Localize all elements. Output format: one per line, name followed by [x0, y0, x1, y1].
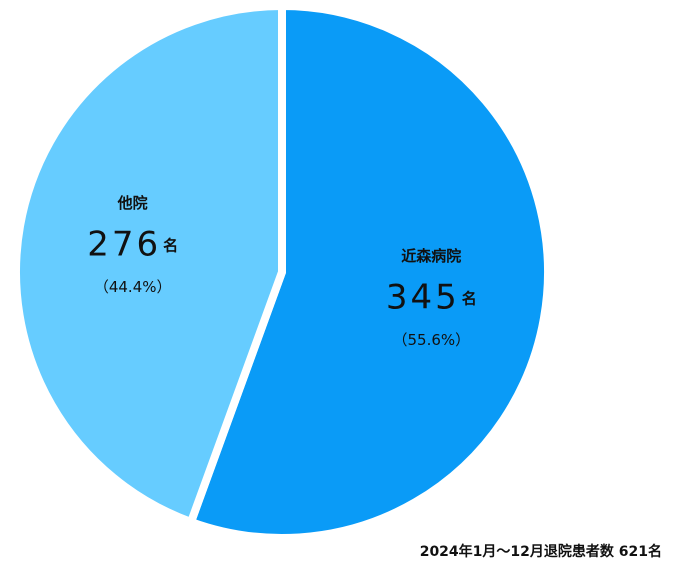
value-label: 345 — [386, 277, 460, 317]
percent-label: （55.6%） — [392, 331, 470, 349]
value-label: 276 — [87, 224, 161, 264]
slice-value: 345 名 — [386, 277, 477, 317]
unit-label: 名 — [462, 289, 477, 307]
pie-slice — [12, 1, 286, 528]
pie-slice — [185, 1, 552, 542]
slice-value: 276 名 — [87, 224, 178, 264]
percent-label: （44.4%） — [94, 278, 172, 296]
unit-label: 名 — [163, 236, 178, 254]
slice-name: 他院 — [117, 194, 148, 212]
slice-name: 近森病院 — [401, 247, 461, 265]
footnote: 2024年1月～12月退院患者数 621名 — [420, 543, 662, 560]
